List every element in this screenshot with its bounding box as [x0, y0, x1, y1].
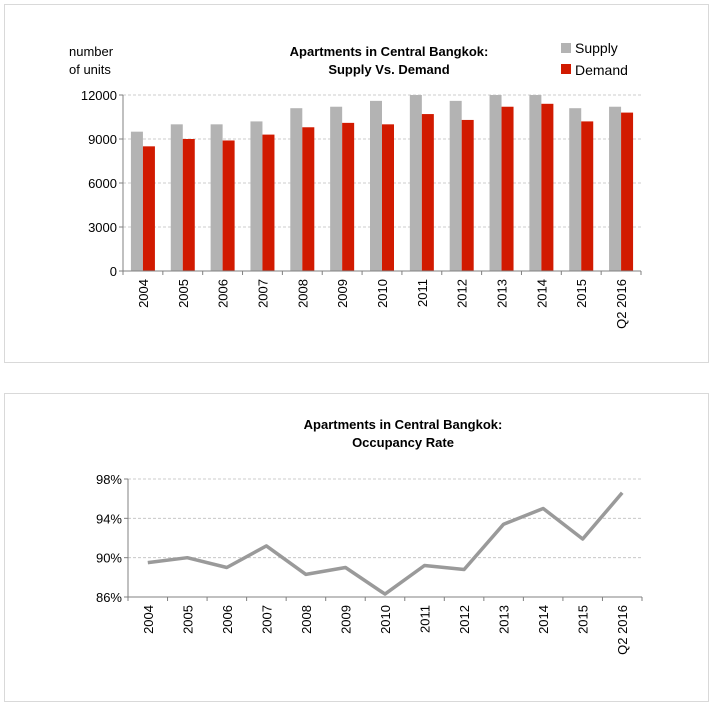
line-chart-title-line1: Apartments in Central Bangkok: [304, 417, 503, 432]
bar-supply [170, 124, 183, 271]
bar-demand [382, 124, 394, 271]
bar-supply [569, 108, 582, 271]
bar-y-tick-label: 3000 [88, 220, 117, 235]
bar-demand [222, 140, 235, 271]
bar-supply [529, 95, 542, 271]
occupancy-chart-panel: Apartments in Central Bangkok: Occupancy… [4, 393, 709, 702]
bar-x-tick-label: 2015 [574, 279, 589, 308]
bar-y-tick-label: 0 [110, 264, 117, 279]
bar-x-tick-label: 2013 [495, 279, 510, 308]
line-x-tick-label: 2014 [536, 605, 551, 634]
line-y-tick-label: 90% [96, 551, 122, 566]
line-y-tick-label: 94% [96, 511, 122, 526]
bar-x-tick-label: 2005 [176, 279, 191, 308]
bar-x-tick-label: Q2 2016 [614, 279, 629, 329]
bar-demand [262, 134, 275, 271]
bar-demand [581, 121, 594, 272]
line-x-tick-label: Q2 2016 [615, 605, 630, 655]
bar-supply [449, 100, 462, 271]
line-x-tick-label: 2012 [457, 605, 472, 634]
supply-demand-bar-chart: Apartments in Central Bangkok: Supply Vs… [69, 40, 642, 329]
bar-demand [342, 122, 355, 271]
line-y-tick-label: 86% [96, 590, 122, 605]
bar-supply [370, 100, 382, 271]
bar-supply [130, 131, 143, 271]
bar-supply [409, 95, 422, 271]
bar-supply [330, 106, 343, 271]
bar-y-tick-label: 9000 [88, 132, 117, 147]
line-x-tick-label: 2011 [418, 605, 433, 633]
bar-demand [621, 112, 634, 271]
supply-demand-chart-panel: Apartments in Central Bangkok: Supply Vs… [4, 4, 709, 363]
bar-supply [210, 124, 223, 271]
bar-y-tick-label: 6000 [88, 176, 117, 191]
legend-label-demand: Demand [575, 62, 628, 78]
legend-swatch-demand [561, 64, 571, 74]
bar-x-tick-label: 2014 [534, 279, 549, 308]
bar-x-tick-label: 2004 [136, 279, 151, 308]
bar-x-tick-label: 2007 [255, 279, 270, 308]
bar-supply [489, 95, 502, 271]
occupancy-rate-line [147, 491, 624, 596]
bar-supply [250, 121, 263, 272]
line-x-tick-label: 2006 [220, 605, 235, 634]
bar-demand [421, 114, 434, 271]
line-x-tick-label: 2007 [259, 605, 274, 634]
line-x-tick-label: 2015 [576, 605, 591, 634]
bar-demand [182, 139, 195, 271]
line-x-tick-label: 2010 [378, 605, 393, 634]
bar-demand [541, 103, 554, 271]
bar-y-tick-label: 12000 [81, 88, 117, 103]
bar-demand [142, 146, 155, 271]
bar-demand [461, 119, 474, 271]
line-x-tick-label: 2009 [338, 605, 353, 634]
bar-demand [302, 127, 315, 272]
bar-x-tick-label: 2008 [295, 279, 310, 308]
bar-chart-title-line2: Supply Vs. Demand [328, 62, 449, 77]
bar-chart-title-line1: Apartments in Central Bangkok: [290, 44, 489, 59]
legend-swatch-supply [561, 43, 571, 53]
legend-label-supply: Supply [575, 40, 618, 56]
line-x-tick-label: 2004 [141, 605, 156, 634]
bar-supply [290, 108, 303, 271]
line-chart-title-line2: Occupancy Rate [352, 435, 454, 450]
bar-supply [609, 106, 622, 271]
y-axis-label-line2: of units [69, 62, 111, 77]
y-axis-label-line1: number [69, 44, 114, 59]
occupancy-line-chart: Apartments in Central Bangkok: Occupancy… [96, 417, 643, 655]
bar-x-tick-label: 2009 [335, 279, 350, 308]
bar-x-tick-label: 2011 [415, 279, 430, 307]
line-x-tick-label: 2008 [299, 605, 314, 634]
line-y-tick-label: 98% [96, 472, 122, 487]
line-x-tick-label: 2013 [497, 605, 512, 634]
bar-demand [501, 106, 514, 271]
bar-x-tick-label: 2012 [455, 279, 470, 308]
bar-x-tick-label: 2010 [375, 279, 390, 308]
line-x-tick-label: 2005 [180, 605, 195, 634]
bar-x-tick-label: 2006 [216, 279, 231, 308]
